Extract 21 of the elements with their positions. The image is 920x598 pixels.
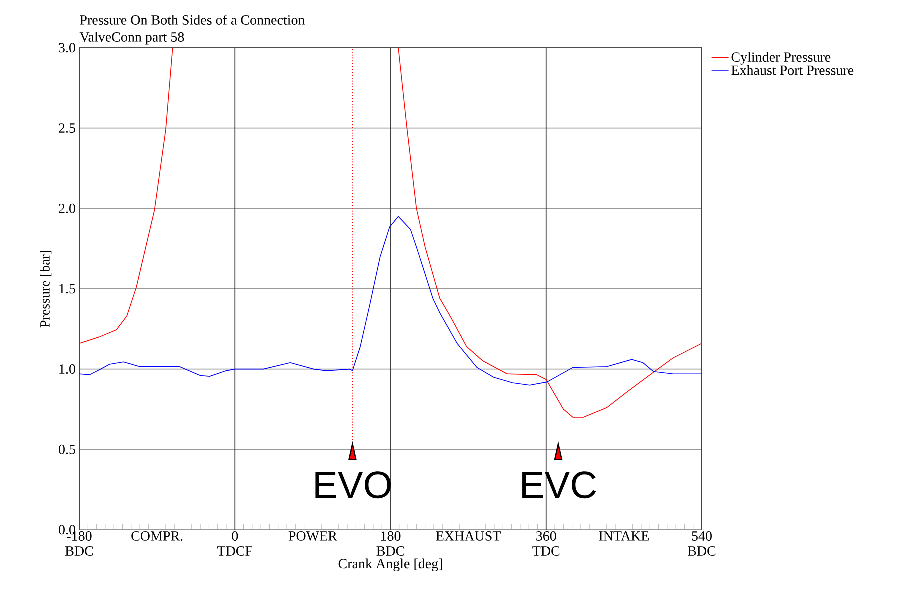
line-series [80, 216, 702, 386]
x-tick-label: 540 BDC [688, 532, 716, 556]
y-tick-label: 2.5 [59, 124, 76, 134]
chart-title: Pressure On Both Sides of a Connection [80, 14, 306, 25]
y-tick-label: 0.5 [59, 444, 76, 454]
y-tick-label: 3.0 [59, 43, 76, 53]
y-axis-title: Pressure [bar] [40, 250, 52, 328]
x-tick-label: EXHAUST [436, 532, 501, 541]
x-tick-label: POWER [288, 532, 338, 541]
x-tick-label: 0 TDCF [217, 532, 253, 556]
chart-subtitle: ValveConn part 58 [80, 32, 184, 45]
x-tick-label: 360 TDC [532, 532, 560, 556]
y-tick-label: 2.0 [59, 204, 76, 214]
x-axis-title: Crank Angle [deg] [338, 558, 442, 572]
x-tick-label: COMPR. [132, 532, 183, 541]
y-tick-label: 1.5 [60, 284, 76, 294]
legend-label: Exhaust Port Pressure [732, 65, 854, 76]
x-tick-label: INTAKE [599, 531, 649, 541]
legend-label: Cylinder Pressure [732, 52, 831, 65]
x-tick-label: 180 BDC [376, 532, 404, 556]
y-tick-label: 1.0 [60, 364, 76, 374]
